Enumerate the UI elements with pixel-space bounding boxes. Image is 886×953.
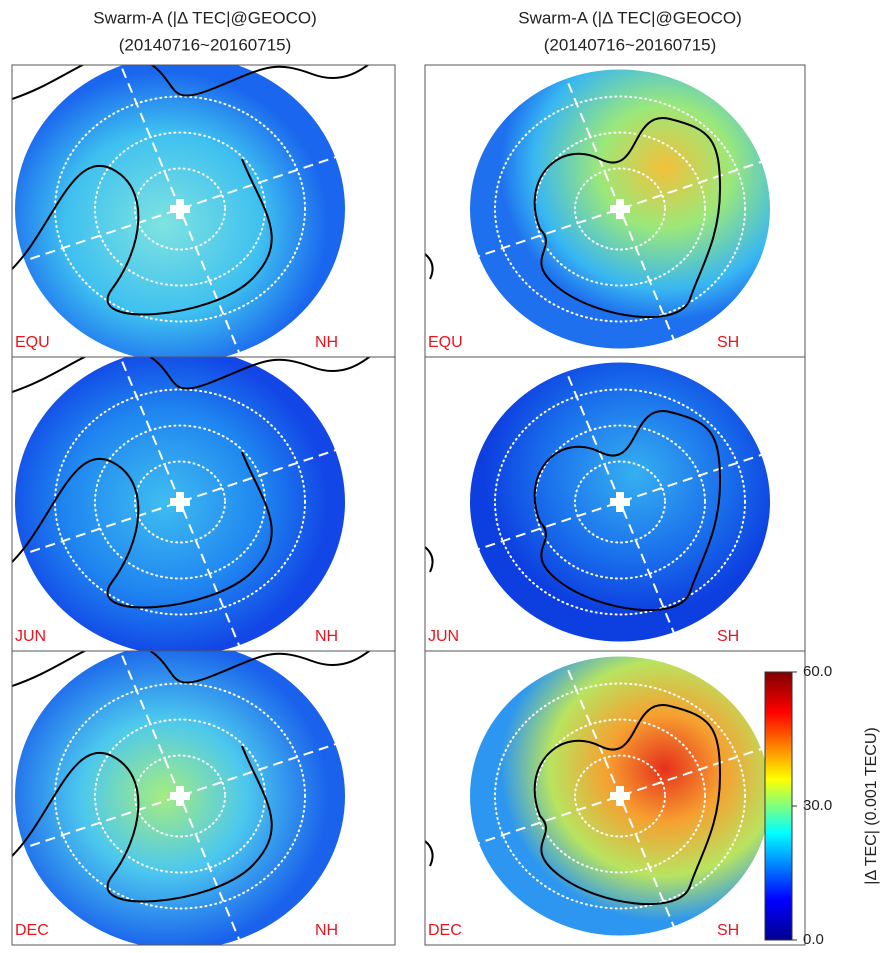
- season-label: DEC: [428, 922, 462, 939]
- map-content: [12, 357, 371, 651]
- panel-frame: [424, 650, 806, 946]
- pole-marker: [610, 199, 630, 219]
- season-label: JUN: [428, 628, 459, 645]
- hemisphere-label: SH: [717, 628, 739, 645]
- map-panel: DEC SH: [424, 650, 806, 946]
- latitude-circle: [534, 718, 706, 874]
- pole-marker: [170, 492, 190, 512]
- latitude-circle: [54, 388, 306, 616]
- season-label: EQU: [15, 334, 50, 351]
- latitude-circle: [134, 754, 226, 838]
- pole-marker: [610, 786, 630, 806]
- season-label: JUN: [15, 628, 46, 645]
- coastline: [12, 651, 371, 903]
- pole-marker: [610, 492, 630, 512]
- season-label: DEC: [15, 922, 49, 939]
- latitude-circle: [54, 682, 306, 910]
- hemisphere-label: SH: [717, 334, 739, 351]
- map-content: [425, 357, 801, 651]
- map-panel: JUN SH: [424, 356, 806, 652]
- season-label: EQU: [428, 334, 463, 351]
- title: Swarm-A (|Δ TEC|@GEOCO): [518, 8, 742, 27]
- latitude-circle: [574, 754, 666, 838]
- colorbar-tick-label: 30.0: [803, 797, 832, 814]
- latitude-circle: [494, 95, 746, 323]
- latitude-circle: [574, 460, 666, 544]
- latitude-circle: [494, 388, 746, 616]
- map-panel: DEC NH: [11, 650, 396, 946]
- pole-marker: [170, 199, 190, 219]
- map-content: [12, 651, 371, 945]
- hemisphere-label: NH: [315, 334, 338, 351]
- latitude-circle: [534, 424, 706, 580]
- title: Swarm-A (|Δ TEC|@GEOCO): [93, 8, 317, 27]
- coastline: [12, 65, 370, 316]
- map-panel: EQU SH: [424, 64, 806, 358]
- map-panel: JUN NH: [11, 356, 396, 652]
- coastline: [425, 704, 722, 906]
- coastline: [425, 117, 722, 319]
- colorbar-label: |Δ TEC| (0.001 TECU): [863, 727, 880, 884]
- hemisphere-label: NH: [315, 922, 338, 939]
- subtitle: (20140716~20160715): [544, 35, 717, 54]
- latitude-circle: [534, 131, 706, 287]
- latitude-circle: [134, 167, 226, 251]
- map-panel: EQU NH: [11, 64, 396, 358]
- panel-frame: [11, 650, 396, 946]
- hemisphere-label: SH: [717, 922, 739, 939]
- colorbar-tick-label: 60.0: [803, 663, 832, 680]
- subtitle: (20140716~20160715): [119, 35, 292, 54]
- colorbar-tick-label: 0.0: [803, 931, 824, 948]
- map-content: [425, 65, 801, 357]
- hemisphere-label: NH: [315, 628, 338, 645]
- map-content: [12, 65, 370, 357]
- latitude-circle: [494, 682, 746, 910]
- coastline: [425, 410, 722, 612]
- latitude-circle: [134, 460, 226, 544]
- latitude-circle: [574, 167, 666, 251]
- map-content: [425, 651, 801, 945]
- panels: EQU NH EQU SH JUN NH JUN SH DEC NH DEC SH: [11, 64, 806, 946]
- pole-marker: [170, 786, 190, 806]
- latitude-circle: [54, 95, 306, 323]
- colorbar: [764, 671, 793, 941]
- coastline: [12, 357, 371, 609]
